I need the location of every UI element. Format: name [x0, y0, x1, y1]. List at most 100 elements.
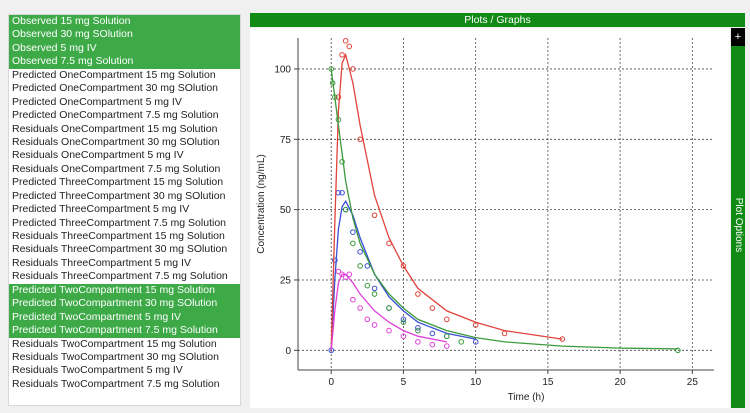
series-list: Observed 15 mg Solution Observed 30 mg SO… [8, 14, 241, 406]
observed-point [346, 43, 353, 50]
series-list-item[interactable]: Residuals OneCompartment 5 mg IV [12, 149, 184, 162]
observed-point [472, 322, 479, 328]
concentration-chart[interactable]: 0 5 10 15 20 25 0 25 50 75 100 Time (h) Concentratio… [250, 28, 730, 408]
x-axis-label: Time (h) [508, 392, 545, 403]
series-list-item[interactable]: Predicted ThreeCompartment 30 mg SOlutio… [12, 189, 226, 202]
series-list-item[interactable]: Observed 5 mg IV [9, 41, 240, 56]
series-list-item[interactable]: Residuals TwoCompartment 5 mg IV [12, 364, 183, 377]
observed-point [415, 339, 421, 345]
predicted-curve [330, 273, 447, 351]
observed-point [350, 229, 356, 235]
observed-point [386, 305, 392, 311]
series-list-item[interactable]: Residuals ThreeCompartment 15 mg Solutio… [12, 230, 225, 242]
observed-point [443, 333, 450, 340]
observed-point [443, 343, 450, 349]
series-list-item[interactable]: Predicted TwoCompartment 30 mg SOlution [9, 297, 240, 311]
x-tick-label: 10 [470, 377, 482, 388]
x-tick-label: 20 [615, 377, 627, 388]
observed-point [371, 212, 378, 219]
series-list-item[interactable]: Predicted ThreeCompartment 5 mg IV [12, 203, 190, 216]
observed-point [415, 291, 421, 297]
plot-area[interactable]: 0 5 10 15 20 25 0 25 50 75 100 Time (h) Concentratio… [250, 28, 730, 408]
observed-point [415, 327, 421, 334]
x-tick-label: 15 [542, 377, 554, 388]
y-tick-label: 25 [280, 275, 292, 286]
observed-point [429, 330, 436, 337]
series-list-item[interactable]: Residuals ThreeCompartment 7.5 mg Soluti… [12, 270, 228, 283]
series-list-item[interactable]: Predicted TwoCompartment 5 mg IV [9, 310, 240, 325]
observed-point [335, 116, 342, 123]
series-list-item[interactable]: Predicted OneCompartment 5 mg IV [12, 95, 182, 108]
observed-point [364, 263, 371, 269]
series-list-item[interactable]: Observed 7.5 mg Solution [9, 55, 240, 69]
observed-point [400, 263, 407, 269]
observed-point [350, 296, 356, 303]
observed-point [329, 80, 336, 86]
observed-point [559, 336, 566, 342]
observed-point [328, 66, 335, 72]
observed-point [339, 52, 345, 58]
observed-point [335, 268, 342, 275]
series-list-item[interactable]: Predicted ThreeCompartment 15 mg Solutio… [12, 176, 224, 189]
observed-point [501, 330, 508, 337]
observed-point [364, 282, 371, 289]
series-list-item[interactable]: Observed 30 mg SOlution [9, 28, 240, 42]
observed-point [386, 327, 392, 334]
series-list-item[interactable]: Residuals ThreeCompartment 5 mg IV [12, 256, 191, 269]
observed-point [400, 319, 407, 325]
y-tick-label: 0 [285, 346, 291, 357]
observed-point [371, 285, 378, 292]
series-list-item[interactable]: Predicted ThreeCompartment 7.5 mg Soluti… [12, 216, 226, 229]
series-list-item[interactable]: Residuals OneCompartment 15 mg Solution [12, 122, 218, 135]
predicted-curve [330, 52, 563, 351]
observed-point [339, 158, 345, 165]
series-list-item[interactable]: Predicted OneCompartment 30 mg SOlution [12, 82, 219, 95]
observed-point [346, 271, 353, 278]
y-axis-label: Concentration (ng/mL) [256, 154, 267, 254]
predicted-curve [330, 68, 678, 350]
plots-header-title: Plots / Graphs [464, 14, 531, 26]
series-list-item[interactable]: Residuals TwoCompartment 15 mg Solution [12, 337, 217, 350]
observed-point [371, 291, 378, 297]
series-list-item[interactable]: Residuals TwoCompartment 30 mg SOlution [12, 350, 219, 363]
observed-point [350, 66, 356, 72]
observed-point [342, 274, 349, 280]
observed-point [342, 38, 349, 44]
observed-point [415, 324, 421, 331]
observed-point [458, 339, 465, 345]
observed-point [357, 249, 363, 255]
series-list-item[interactable]: Predicted OneCompartment 15 mg Solution [12, 68, 216, 81]
observed-point [339, 189, 345, 196]
observed-point [675, 347, 681, 354]
observed-point [332, 257, 338, 264]
observed-point [400, 316, 407, 323]
series-list-item[interactable]: Residuals OneCompartment 7.5 mg Solution [12, 162, 221, 175]
series-list-item[interactable]: Residuals ThreeCompartment 30 mg SOlutio… [12, 243, 228, 256]
x-tick-label: 0 [328, 377, 334, 388]
observed-point [371, 322, 378, 328]
series-list-item[interactable]: Predicted TwoCompartment 15 mg Solution [9, 283, 240, 298]
observed-point [364, 316, 371, 323]
x-tick-label: 25 [687, 377, 699, 388]
plot-options-panel[interactable]: + Plot Options [731, 28, 745, 408]
plot-options-expand-button[interactable]: + [731, 28, 745, 46]
observed-point [350, 240, 356, 247]
y-tick-label: 50 [280, 205, 292, 216]
series-list-item[interactable]: Residuals TwoCompartment 7.5 mg Solution [12, 377, 220, 390]
observed-point [429, 305, 436, 311]
series-list-item[interactable]: Predicted OneCompartment 7.5 mg Solution [12, 109, 219, 122]
y-tick-label: 75 [280, 135, 292, 146]
observed-point [357, 305, 363, 311]
observed-point [332, 94, 338, 100]
observed-point [335, 94, 342, 100]
series-list-item[interactable]: Observed 15 mg Solution [9, 15, 240, 29]
series-list-item[interactable]: Predicted TwoCompartment 7.5 mg Solution [9, 324, 240, 338]
observed-point [357, 263, 363, 269]
observed-point [472, 339, 479, 345]
y-tick-label: 100 [274, 64, 291, 75]
observed-point [357, 136, 363, 143]
plots-header: Plots / Graphs [250, 13, 745, 27]
observed-point [339, 271, 345, 278]
plot-options-label[interactable]: Plot Options [733, 197, 744, 253]
series-list-item[interactable]: Residuals OneCompartment 30 mg SOlution [12, 135, 220, 148]
